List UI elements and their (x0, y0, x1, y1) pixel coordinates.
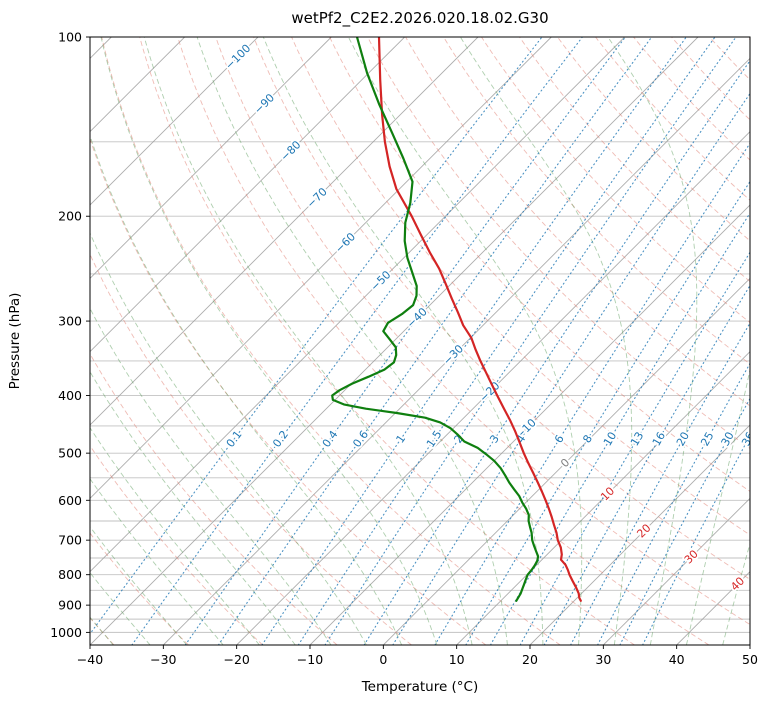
dry-adiabat-line (90, 352, 338, 645)
moist-adiabat-line (90, 477, 224, 645)
y-tick-label: 700 (58, 533, 82, 548)
moist-adiabat-line (460, 37, 633, 645)
mixing-ratio-line (434, 142, 750, 645)
x-axis-label: Temperature (°C) (361, 679, 479, 695)
plot-frame (89, 36, 751, 646)
mixing-ratio-line (297, 37, 716, 645)
isotherm-line (529, 424, 750, 645)
isotherm-line (456, 351, 750, 645)
x-tick-label: −10 (297, 652, 323, 667)
isotherm-line (90, 37, 259, 206)
isotherm-line (309, 204, 750, 645)
dry-adiabat-line (329, 37, 750, 492)
isotherm-line (383, 277, 750, 645)
mixing-ratio-line (465, 180, 750, 645)
moist-adiabat-line (90, 307, 332, 645)
isotherm-line (236, 131, 750, 645)
x-tick-label: 10 (449, 652, 465, 667)
dry-adiabat-line (215, 37, 750, 626)
dry-adiabat-line (405, 37, 750, 407)
dry-adiabat-line (90, 137, 487, 645)
y-tick-label: 400 (58, 388, 82, 403)
moist-adiabat-line (196, 37, 508, 645)
y-tick-label: 600 (58, 493, 82, 508)
mixing-ratio-line (489, 212, 750, 645)
mixing-ratio-line (363, 59, 750, 645)
mixing-ratio-line (570, 322, 750, 645)
mixing-ratio-line (543, 284, 750, 645)
dry-adiabat-line (367, 37, 750, 449)
y-tick-label: 900 (58, 598, 82, 613)
mixing-ratio-line (324, 37, 737, 645)
y-tick-label: 500 (58, 446, 82, 461)
dry-adiabat-line (291, 37, 750, 536)
mixing-ratio-line (597, 362, 750, 645)
y-tick-label: 1000 (50, 625, 82, 640)
x-tick-label: 40 (669, 652, 685, 667)
isotherm-line (90, 37, 405, 353)
mixing-ratio-line (90, 37, 543, 635)
moist-adiabat-line (607, 37, 698, 645)
y-tick-label: 200 (58, 209, 82, 224)
dry-adiabat-line (139, 37, 635, 645)
temperature-curve (377, 37, 582, 602)
mixing-ratio-line (217, 37, 653, 645)
y-axis-label: Pressure (hPa) (7, 293, 23, 390)
x-tick-label: −30 (150, 652, 176, 667)
moist-adiabat-line (143, 37, 473, 645)
isotherm-line (603, 497, 750, 645)
isotherm-line (90, 37, 479, 426)
dry-adiabat-line (177, 37, 710, 645)
x-tick-label: 50 (742, 652, 758, 667)
y-tick-label: 800 (58, 567, 82, 582)
x-tick-label: −20 (223, 652, 249, 667)
moist-adiabat-line (90, 134, 403, 645)
moist-adiabat-line (685, 367, 750, 645)
moist-adiabat-line (90, 231, 367, 645)
dewpoint-curve (331, 37, 540, 602)
x-tick-label: −40 (77, 652, 103, 667)
dry-adiabat-line (101, 37, 561, 645)
moist-adiabat-line (262, 37, 544, 645)
mixing-ratio-line (261, 37, 687, 645)
dry-adiabat-line (253, 37, 750, 580)
dry-adiabat-line (557, 37, 750, 242)
y-tick-label: 100 (58, 30, 82, 45)
moist-adiabat-line (90, 526, 188, 645)
moist-adiabat-line (348, 37, 583, 645)
isotherm-line (90, 37, 552, 499)
x-tick-label: 30 (595, 652, 611, 667)
x-tick-label: 20 (522, 652, 538, 667)
isotherm-line (90, 37, 332, 279)
isotherm-line (90, 37, 699, 645)
y-tick-label: 300 (58, 314, 82, 329)
chart-title: wetPf2_C2E2.2026.020.18.02.G30 (291, 9, 548, 28)
mixing-ratio-line (642, 434, 750, 645)
moist-adiabat-line (90, 426, 260, 645)
isotherm-line (90, 37, 625, 573)
isotherm-line (163, 57, 750, 645)
moist-adiabat-line (722, 542, 750, 645)
moist-adiabat-line (100, 37, 438, 645)
mixing-ratio-line (392, 92, 750, 645)
dry-adiabat-line (443, 37, 750, 365)
mixing-ratio-line (619, 397, 750, 645)
x-tick-label: 0 (379, 652, 387, 667)
dry-adiabat-line (633, 37, 750, 161)
